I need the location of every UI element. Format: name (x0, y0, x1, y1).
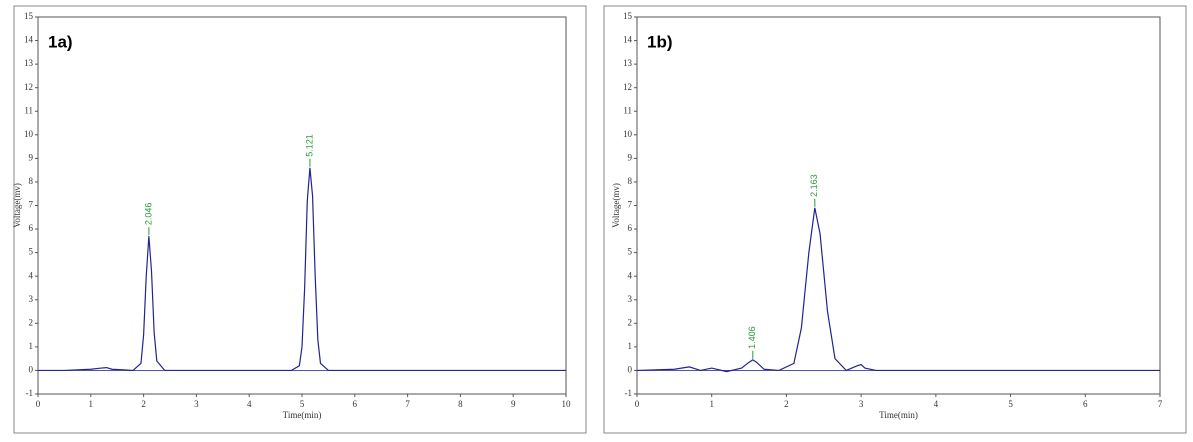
x-tick-label: 8 (458, 399, 463, 409)
y-tick-label: 7 (29, 200, 34, 210)
x-tick-label: 10 (562, 399, 572, 409)
x-tick-label: 3 (194, 399, 199, 409)
x-tick-label: 0 (36, 399, 41, 409)
y-tick-label: 2 (29, 317, 34, 327)
y-tick-label: 14 (623, 35, 633, 45)
x-tick-label: 5 (1008, 399, 1013, 409)
x-axis-label: Time(min) (879, 410, 918, 420)
x-tick-label: 0 (635, 399, 640, 409)
x-tick-label: 4 (247, 399, 252, 409)
y-tick-label: 7 (628, 200, 633, 210)
panel-border (603, 5, 1187, 434)
peak-label: 5.121 (304, 134, 314, 157)
x-tick-label: 2 (784, 399, 789, 409)
x-tick-label: 1 (89, 399, 94, 409)
y-tick-label: 4 (29, 270, 34, 280)
y-tick-label: 5 (29, 247, 34, 257)
y-tick-label: -1 (625, 388, 633, 398)
x-tick-label: 6 (1083, 399, 1088, 409)
y-tick-label: 13 (623, 58, 633, 68)
y-tick-label: 3 (628, 294, 633, 304)
y-tick-label: 0 (29, 365, 34, 375)
y-tick-label: 10 (24, 129, 34, 139)
y-tick-label: 15 (24, 11, 34, 21)
y-tick-label: 10 (623, 129, 633, 139)
y-tick-label: 13 (24, 58, 34, 68)
peak-label: 2.046 (143, 203, 153, 226)
plot-frame (636, 16, 1161, 395)
y-tick-label: 4 (628, 270, 633, 280)
y-tick-label: 12 (623, 82, 632, 92)
x-tick-label: 2 (141, 399, 146, 409)
y-tick-label: 9 (29, 152, 34, 162)
panel-label: 1a) (48, 32, 73, 51)
x-tick-label: 1 (709, 399, 714, 409)
panel-border (13, 5, 587, 434)
y-tick-label: 1 (628, 341, 633, 351)
y-tick-label: 3 (29, 294, 34, 304)
y-tick-label: 6 (29, 223, 34, 233)
y-tick-label: 0 (628, 365, 633, 375)
peak-label: 2.163 (809, 174, 819, 197)
y-tick-label: 12 (24, 82, 33, 92)
x-tick-label: 5 (300, 399, 305, 409)
x-axis-label: Time(min) (283, 410, 322, 420)
peak-label: 1.406 (747, 326, 757, 349)
panel-label: 1b) (647, 32, 673, 51)
y-tick-label: 14 (24, 35, 34, 45)
y-tick-label: 1 (29, 341, 34, 351)
y-tick-label: -1 (26, 388, 34, 398)
y-tick-label: 15 (623, 11, 633, 21)
x-tick-label: 4 (934, 399, 939, 409)
y-tick-label: 6 (628, 223, 633, 233)
y-tick-label: 11 (24, 105, 33, 115)
y-tick-label: 2 (628, 317, 633, 327)
chromatogram-line (38, 167, 566, 372)
chromatogram-line (636, 207, 1160, 373)
x-tick-label: 3 (859, 399, 864, 409)
x-tick-label: 6 (353, 399, 358, 409)
y-tick-label: 9 (628, 152, 633, 162)
x-tick-label: 7 (405, 399, 410, 409)
y-axis-label: Voltage(mv) (12, 183, 22, 228)
x-tick-label: 9 (511, 399, 516, 409)
y-tick-label: 5 (628, 247, 633, 257)
y-tick-label: 11 (623, 105, 632, 115)
y-tick-label: 8 (29, 176, 34, 186)
y-tick-label: 8 (628, 176, 633, 186)
x-tick-label: 7 (1158, 399, 1163, 409)
y-axis-label: Voltage(mv) (611, 183, 621, 228)
